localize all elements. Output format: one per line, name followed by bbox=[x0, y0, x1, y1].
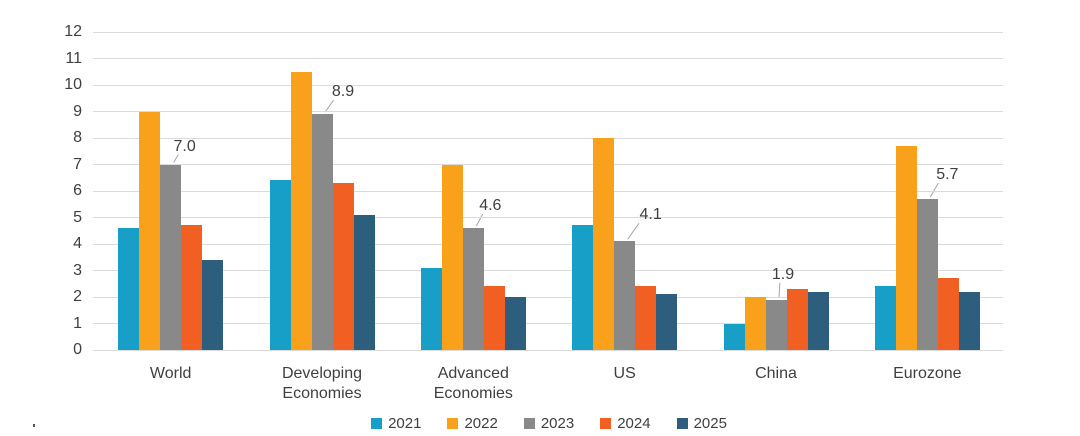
legend-item-2023: 2023 bbox=[523, 415, 575, 432]
legend-item-2021: 2021 bbox=[371, 415, 421, 432]
bar-us-2024 bbox=[635, 286, 657, 350]
data-label-eurozone-2023: 5.7 bbox=[936, 165, 959, 183]
gridline-y-6 bbox=[93, 190, 1003, 192]
bar-eurozone-2022 bbox=[895, 145, 917, 350]
bar-world-2021 bbox=[118, 228, 140, 350]
y-tick-label-10: 10 bbox=[64, 76, 82, 93]
legend-label-2021: 2021 bbox=[388, 415, 422, 432]
legend-swatch-2025 bbox=[676, 418, 688, 429]
bar-advanced-economies-2023 bbox=[462, 228, 484, 350]
y-tick-label-1: 1 bbox=[73, 314, 82, 332]
category-label-eurozone: Eurozone bbox=[893, 365, 962, 382]
y-tick-label-9: 9 bbox=[73, 102, 82, 120]
leader-line-advanced-economies bbox=[475, 213, 484, 227]
legend-swatch-2022 bbox=[447, 418, 459, 429]
leader-line-us bbox=[627, 223, 640, 240]
stray-dot-artifact bbox=[33, 424, 35, 427]
y-tick-label-5: 5 bbox=[73, 208, 82, 226]
data-label-us-2023: 4.1 bbox=[639, 206, 662, 224]
chart-legend: 2021 2022 2023 2024 2025 bbox=[95, 415, 1003, 432]
leader-line-china bbox=[778, 282, 781, 298]
legend-swatch-2021 bbox=[371, 418, 383, 429]
bar-eurozone-2024 bbox=[937, 278, 959, 350]
y-tick-label-7: 7 bbox=[73, 155, 82, 173]
data-label-advanced-economies-2023: 4.6 bbox=[479, 197, 502, 215]
legend-label-2025: 2025 bbox=[693, 415, 727, 432]
legend-item-2024: 2024 bbox=[600, 415, 651, 432]
y-tick-label-4: 4 bbox=[73, 235, 82, 252]
gridline-y-11 bbox=[93, 58, 1003, 59]
gridline-y-4 bbox=[93, 243, 1003, 245]
y-tick-label-12: 12 bbox=[64, 23, 82, 40]
bar-advanced-economies-2024 bbox=[483, 286, 505, 350]
gridline-y-0 bbox=[93, 349, 1003, 351]
legend-swatch-2023 bbox=[523, 418, 535, 429]
y-tick-label-3: 3 bbox=[73, 261, 82, 279]
bar-china-2022 bbox=[744, 297, 766, 350]
data-label-developing-economies-2023: 8.9 bbox=[331, 83, 355, 101]
bar-world-2025 bbox=[202, 259, 224, 350]
gridline-y-1 bbox=[93, 323, 1003, 324]
bar-developing-economies-2023 bbox=[311, 114, 333, 350]
bar-world-2023 bbox=[160, 164, 182, 350]
data-label-china-2023: 1.9 bbox=[771, 265, 795, 283]
bar-advanced-economies-2022 bbox=[441, 164, 463, 350]
legend-item-2022: 2022 bbox=[447, 415, 498, 432]
gridline-y-3 bbox=[93, 270, 1003, 271]
bar-developing-economies-2022 bbox=[290, 71, 312, 350]
bar-us-2023 bbox=[614, 241, 636, 350]
gridline-y-8 bbox=[93, 137, 1003, 139]
gridline-y-12 bbox=[93, 31, 1003, 33]
category-label-developing-economies: Developing Economies bbox=[281, 365, 363, 402]
bar-eurozone-2021 bbox=[874, 286, 896, 350]
bar-world-2022 bbox=[139, 111, 161, 350]
gridline-y-9 bbox=[93, 111, 1003, 112]
bar-china-2023 bbox=[765, 299, 787, 350]
bar-advanced-economies-2025 bbox=[504, 297, 526, 350]
data-label-world-2023: 7.0 bbox=[173, 137, 196, 155]
bar-china-2025 bbox=[807, 291, 829, 350]
bar-eurozone-2025 bbox=[958, 291, 980, 350]
legend-label-2023: 2023 bbox=[540, 415, 575, 432]
y-tick-label-0: 0 bbox=[73, 341, 82, 358]
legend-swatch-2024 bbox=[600, 418, 612, 429]
bar-world-2024 bbox=[181, 225, 203, 350]
gridline-y-2 bbox=[93, 296, 1003, 298]
bar-us-2025 bbox=[656, 294, 678, 350]
legend-item-2025: 2025 bbox=[676, 415, 727, 432]
bar-advanced-economies-2021 bbox=[420, 267, 442, 350]
leader-line-world bbox=[173, 154, 179, 163]
gridline-y-7 bbox=[93, 164, 1003, 165]
bar-developing-economies-2024 bbox=[332, 183, 354, 350]
legend-label-2022: 2022 bbox=[464, 415, 498, 432]
category-label-advanced-economies: Advanced Economies bbox=[433, 365, 513, 402]
legend-label-2024: 2024 bbox=[617, 415, 651, 432]
y-tick-label-11: 11 bbox=[65, 49, 82, 67]
bar-us-2022 bbox=[593, 138, 615, 350]
bar-developing-economies-2025 bbox=[353, 214, 375, 350]
bar-china-2024 bbox=[786, 289, 808, 350]
bar-us-2021 bbox=[572, 225, 594, 350]
y-tick-label-8: 8 bbox=[73, 129, 82, 146]
category-label-world: World bbox=[149, 365, 192, 382]
category-label-us: US bbox=[613, 365, 636, 382]
gridline-y-10 bbox=[93, 84, 1003, 86]
y-tick-label-6: 6 bbox=[73, 182, 82, 199]
gridline-y-5 bbox=[93, 217, 1003, 218]
bar-china-2021 bbox=[723, 323, 745, 350]
bar-developing-economies-2021 bbox=[269, 180, 291, 350]
y-tick-label-2: 2 bbox=[73, 288, 82, 305]
bar-eurozone-2023 bbox=[916, 198, 938, 350]
category-label-china: China bbox=[755, 365, 797, 382]
